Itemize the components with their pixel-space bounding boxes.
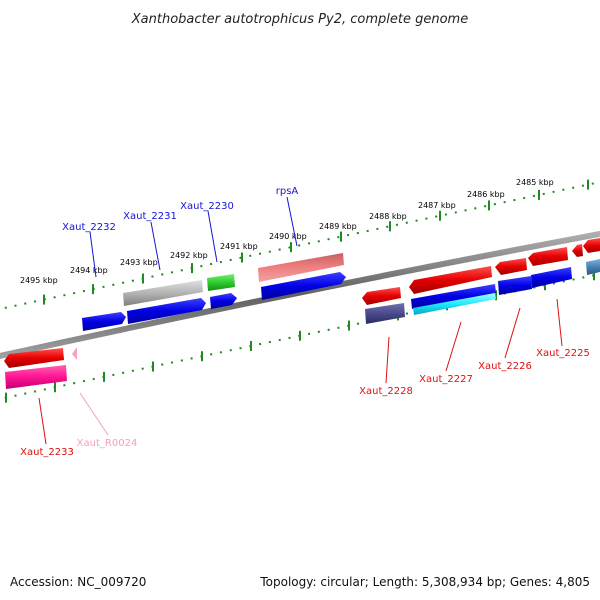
gene-labels: Xaut_2232 Xaut_2231 Xaut_2230 rpsA Xaut_… <box>20 186 590 458</box>
tick-label: 2490 kbp <box>269 232 307 241</box>
label-leaders <box>38 196 563 445</box>
feature-green <box>207 274 235 291</box>
major-ticks <box>5 179 595 403</box>
leader-xaut-2233 <box>38 397 47 445</box>
gene-xaut-r0024[interactable] <box>72 347 77 360</box>
gene-xaut-2232[interactable] <box>82 312 126 331</box>
tick-label: 2486 kbp <box>467 190 505 199</box>
gene-label-xaut-2227[interactable]: Xaut_2227 <box>419 374 473 385</box>
gene-xaut-2233[interactable] <box>4 348 64 368</box>
leader-xaut-2230 <box>207 210 218 263</box>
tick-label: 2491 kbp <box>220 242 258 251</box>
gene-xaut-2228[interactable] <box>365 303 405 324</box>
gene-xaut-2230[interactable] <box>210 293 237 309</box>
gene-label-xaut-2231[interactable]: Xaut_2231 <box>123 211 177 222</box>
genome-backbone <box>0 230 600 359</box>
accession-text: Accession: NC_009720 <box>10 575 147 589</box>
leader-xaut-2227 <box>445 321 462 372</box>
feature-red-small <box>362 287 401 305</box>
gene-label-rpsa[interactable]: rpsA <box>276 186 299 197</box>
feature-red-edge <box>572 244 583 257</box>
gene-label-xaut-2225[interactable]: Xaut_2225 <box>536 348 590 359</box>
feature-blue-long <box>261 272 346 300</box>
map-title: Xanthobacter autotrophicus Py2, complete… <box>131 12 468 27</box>
feature-grey <box>123 280 203 306</box>
feature-cyan <box>413 293 496 315</box>
gene-label-xaut-2233[interactable]: Xaut_2233 <box>20 447 74 458</box>
genome-summary-text: Topology: circular; Length: 5,308,934 bp… <box>260 575 590 589</box>
reverse-strand-features <box>4 238 600 389</box>
tick-label: 2494 kbp <box>70 266 108 275</box>
tick-label: 2492 kbp <box>170 251 208 260</box>
gene-xaut-2225[interactable] <box>528 247 568 266</box>
leader-rpsa <box>286 196 298 247</box>
feature-blue-right <box>498 276 532 295</box>
feature-red-edge-2 <box>583 238 600 253</box>
tick-label: 2489 kbp <box>319 222 357 231</box>
gene-label-xaut-r0024[interactable]: Xaut_R0024 <box>77 438 138 449</box>
leader-xaut-2225 <box>556 298 563 347</box>
gene-xaut-2231[interactable] <box>127 298 206 324</box>
tick-label: 2485 kbp <box>516 178 554 187</box>
tick-label: 2487 kbp <box>418 201 456 210</box>
feature-rrna <box>5 365 67 389</box>
gene-label-xaut-2226[interactable]: Xaut_2226 <box>478 361 532 372</box>
tick-label: 2488 kbp <box>369 212 407 221</box>
gene-xaut-2226[interactable] <box>495 258 527 275</box>
leader-xaut-2228 <box>385 336 390 384</box>
gene-label-xaut-2228[interactable]: Xaut_2228 <box>359 386 413 397</box>
gene-label-xaut-2230[interactable]: Xaut_2230 <box>180 201 234 212</box>
feature-blue-right-2 <box>531 267 572 288</box>
feature-steel <box>586 259 600 275</box>
feature-blue-reverse <box>411 284 496 309</box>
gene-label-xaut-2232[interactable]: Xaut_2232 <box>62 222 116 233</box>
tick-label: 2493 kbp <box>120 258 158 267</box>
forward-strand-features <box>82 253 346 331</box>
leader-xaut-2232 <box>89 231 97 278</box>
gene-xaut-2227[interactable] <box>409 266 492 294</box>
leader-xaut-r0024 <box>79 392 109 436</box>
leader-xaut-2226 <box>504 307 521 359</box>
gene-rpsa[interactable] <box>258 253 344 282</box>
tick-labels: 2495 kbp 2494 kbp 2493 kbp 2492 kbp 2491… <box>20 178 554 285</box>
tick-label: 2495 kbp <box>20 276 58 285</box>
leader-xaut-2231 <box>150 221 161 271</box>
